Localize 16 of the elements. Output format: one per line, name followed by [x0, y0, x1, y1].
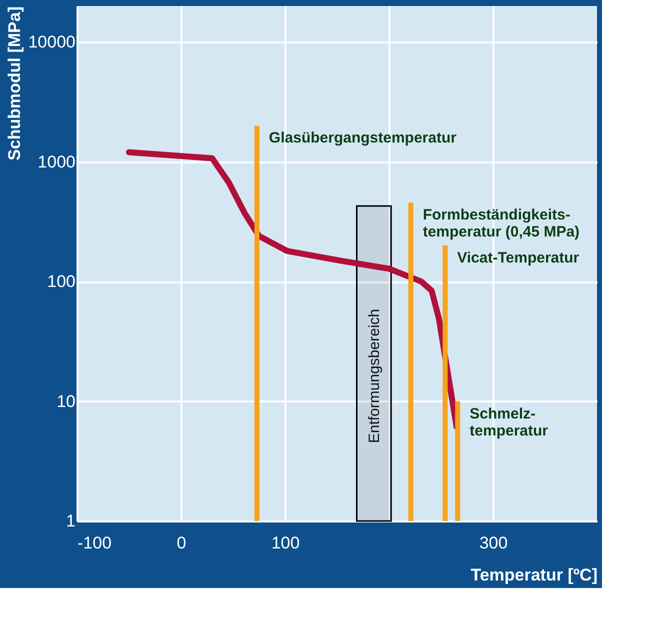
- y-tick-label: 100: [47, 272, 76, 292]
- y-tick-label: 10: [56, 392, 76, 411]
- x-tick-label: 300: [479, 534, 508, 552]
- annotation: Vicat-Temperatur: [457, 249, 580, 266]
- y-tick-label: 1: [66, 512, 76, 530]
- annotation: Glasübergangstemperatur: [268, 130, 457, 147]
- annotation: Schmelz- temperatur: [470, 405, 548, 440]
- x-tick-label: 100: [271, 534, 300, 552]
- x-tick-label: 0: [176, 534, 186, 552]
- x-axis-title: Temperatur [ºC]: [470, 566, 598, 584]
- band-label: Entformungsbereich: [366, 308, 383, 444]
- y-tick-label: 1000: [38, 152, 76, 172]
- x-tick-label: -100: [78, 534, 112, 552]
- y-tick-label: 10000: [28, 32, 76, 52]
- y-axis-title: Schubmodul [MPa]: [5, 6, 24, 160]
- annotation: Formbeständigkeits- temperatur (0,45 MPa): [422, 206, 580, 241]
